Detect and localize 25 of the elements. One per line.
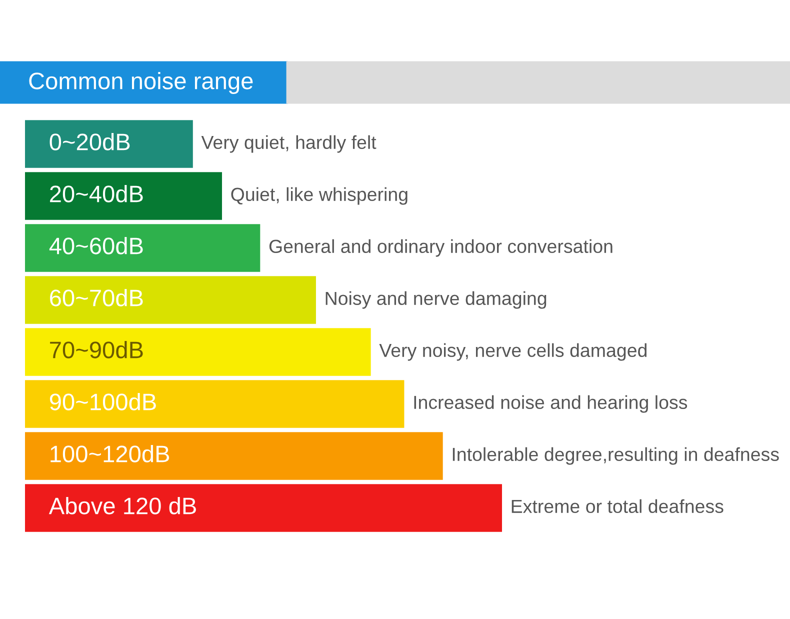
y-tick-label: Above 120 dB [48, 496, 196, 514]
y-tick-label: 100~120dB [50, 444, 170, 462]
y-tick-label: 70~90dB [50, 340, 143, 358]
y-tick-label: 90~100dB [50, 392, 156, 410]
y-tick-label: 0~20dB [50, 132, 130, 150]
bar [25, 432, 443, 480]
annotation: Extreme or total deafness [512, 499, 724, 514]
annotation: Increased noise and hearing loss [414, 395, 688, 413]
annotation: Very noisy, nerve cells damaged [379, 343, 647, 361]
bar [25, 484, 502, 532]
bar [25, 328, 371, 376]
bar [25, 276, 316, 324]
annotation: Noisy and nerve damaging [326, 291, 546, 309]
chart-title: Common noise range [29, 72, 253, 94]
y-tick-label: 60~70dB [50, 288, 143, 306]
bar [25, 224, 260, 272]
bar [25, 380, 404, 428]
y-tick-label: 40~60dB [49, 236, 143, 254]
y-tick-label: 20~40dB [50, 184, 143, 202]
annotation: Quiet, like whispering [231, 187, 408, 205]
bar [25, 120, 193, 168]
bar [25, 172, 222, 220]
annotation: General and ordinary indoor conversation [269, 239, 612, 257]
annotation: Intolerable degree,resulting in deafness [452, 447, 779, 465]
annotation: Very quiet, hardly felt [201, 135, 376, 153]
